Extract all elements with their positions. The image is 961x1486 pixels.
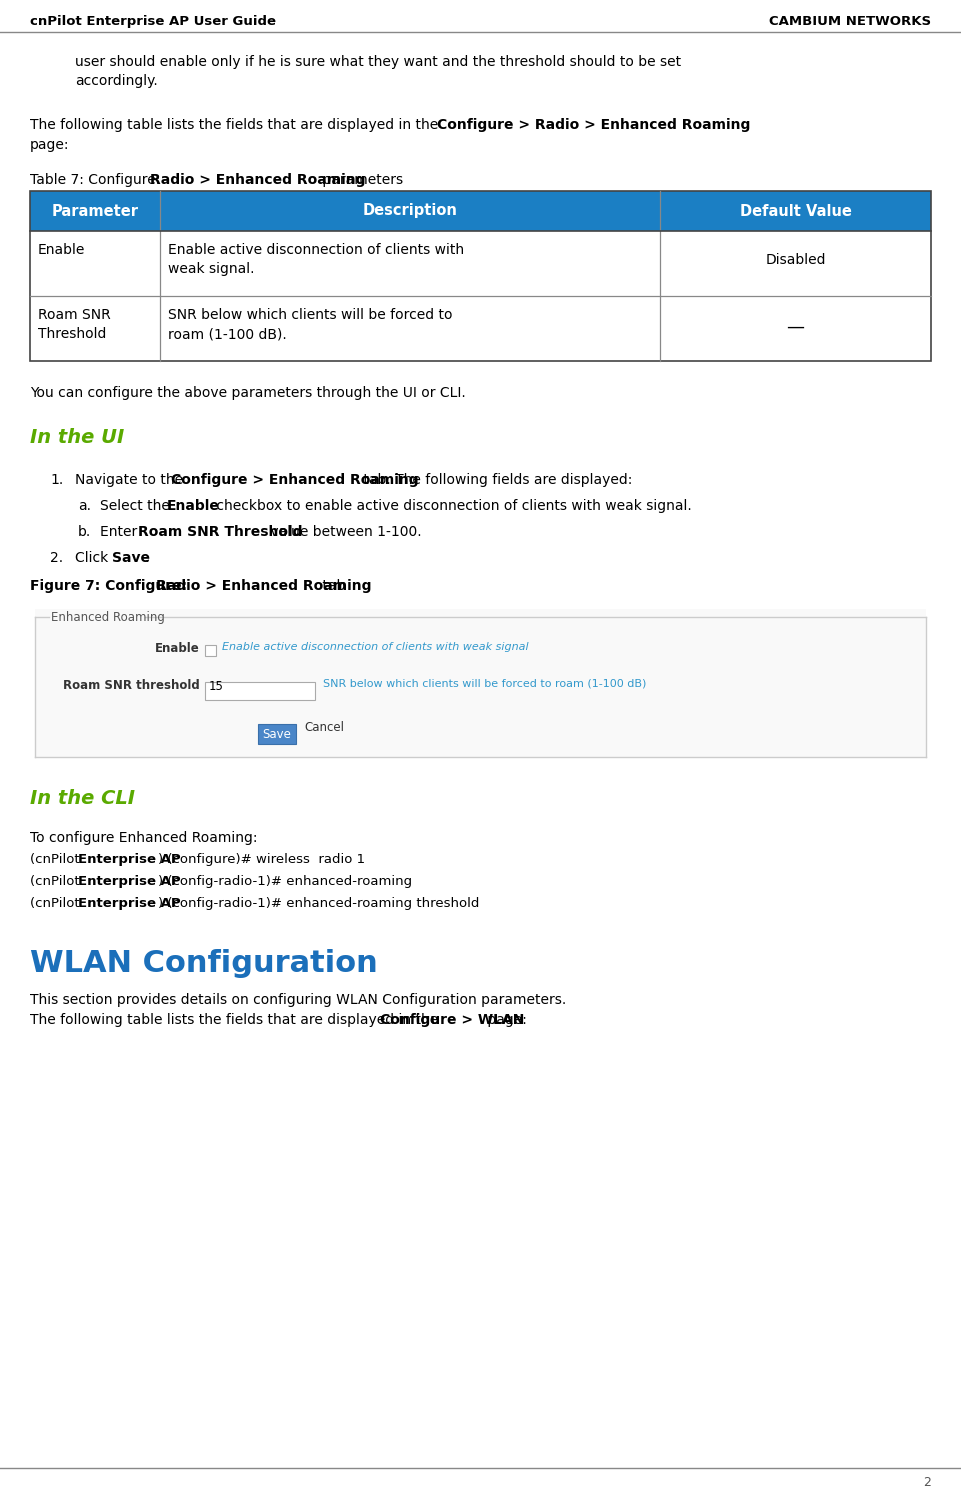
- Bar: [30, 230, 931, 296]
- Text: In the UI: In the UI: [30, 428, 124, 447]
- Text: You can configure the above parameters through the UI or CLI.: You can configure the above parameters t…: [30, 386, 466, 400]
- Text: page:: page:: [483, 1013, 527, 1027]
- Text: user should enable only if he is sure what they want and the threshold should to: user should enable only if he is sure wh…: [75, 55, 681, 68]
- Bar: [205, 682, 315, 700]
- Text: checkbox to enable active disconnection of clients with weak signal.: checkbox to enable active disconnection …: [212, 499, 692, 513]
- Text: Parameter: Parameter: [52, 204, 138, 218]
- Text: Threshold: Threshold: [38, 327, 107, 340]
- Bar: [30, 296, 931, 361]
- Text: .: .: [144, 551, 148, 565]
- Text: Enable active disconnection of clients with weak signal: Enable active disconnection of clients w…: [222, 642, 529, 652]
- Text: a.: a.: [78, 499, 91, 513]
- Text: This section provides details on configuring WLAN Configuration parameters.: This section provides details on configu…: [30, 993, 566, 1008]
- Text: Enhanced Roaming: Enhanced Roaming: [51, 611, 165, 624]
- Text: 1.: 1.: [50, 473, 63, 487]
- Text: The following table lists the fields that are displayed in the: The following table lists the fields tha…: [30, 1013, 443, 1027]
- Text: Select the: Select the: [100, 499, 174, 513]
- Text: weak signal.: weak signal.: [168, 262, 255, 276]
- Text: Enterprise AP: Enterprise AP: [78, 898, 181, 909]
- Text: Configure > Radio > Enhanced Roaming: Configure > Radio > Enhanced Roaming: [437, 117, 751, 132]
- Text: Roam SNR: Roam SNR: [38, 308, 111, 322]
- Text: parameters: parameters: [318, 172, 403, 187]
- Text: Default Value: Default Value: [740, 204, 851, 218]
- Text: Save: Save: [262, 728, 291, 740]
- Text: The following table lists the fields that are displayed in the: The following table lists the fields tha…: [30, 117, 443, 132]
- Text: ) (configure)# wireless  radio 1: ) (configure)# wireless radio 1: [158, 853, 365, 866]
- Text: b.: b.: [78, 525, 91, 539]
- Text: accordingly.: accordingly.: [75, 74, 158, 88]
- Text: (cnPilot: (cnPilot: [30, 853, 84, 866]
- Text: Enable active disconnection of clients with: Enable active disconnection of clients w…: [168, 244, 464, 257]
- Text: Cancel: Cancel: [304, 721, 344, 734]
- Text: —: —: [786, 318, 804, 336]
- Bar: [30, 192, 931, 230]
- Bar: [258, 724, 296, 744]
- Text: Radio > Enhanced Roaming: Radio > Enhanced Roaming: [156, 580, 372, 593]
- Text: Click: Click: [75, 551, 112, 565]
- Text: Enter: Enter: [100, 525, 141, 539]
- Text: Configure > WLAN: Configure > WLAN: [380, 1013, 525, 1027]
- Text: page:: page:: [30, 138, 69, 152]
- Text: (cnPilot: (cnPilot: [30, 898, 84, 909]
- Text: Roam SNR Threshold: Roam SNR Threshold: [138, 525, 303, 539]
- Text: Table 7: Configure:: Table 7: Configure:: [30, 172, 164, 187]
- Text: value between 1-100.: value between 1-100.: [266, 525, 422, 539]
- Text: Enable: Enable: [38, 244, 86, 257]
- Text: To configure Enhanced Roaming:: To configure Enhanced Roaming:: [30, 831, 258, 846]
- Text: Navigate to the: Navigate to the: [75, 473, 187, 487]
- Text: Radio > Enhanced Roaming: Radio > Enhanced Roaming: [150, 172, 365, 187]
- Text: tab: tab: [318, 580, 345, 593]
- Text: roam (1-100 dB).: roam (1-100 dB).: [168, 327, 286, 340]
- Text: ) (config-radio-1)# enhanced-roaming: ) (config-radio-1)# enhanced-roaming: [158, 875, 412, 889]
- Text: Description: Description: [362, 204, 457, 218]
- Bar: [30, 192, 931, 361]
- Text: Save: Save: [112, 551, 150, 565]
- Text: Enterprise AP: Enterprise AP: [78, 853, 181, 866]
- Text: CAMBIUM NETWORKS: CAMBIUM NETWORKS: [769, 15, 931, 28]
- Text: Enable: Enable: [167, 499, 220, 513]
- Text: Enable: Enable: [156, 642, 200, 655]
- Text: In the CLI: In the CLI: [30, 789, 135, 808]
- Text: Enterprise AP: Enterprise AP: [78, 875, 181, 889]
- Text: 15: 15: [209, 681, 224, 692]
- Bar: [205, 645, 216, 655]
- Text: Figure 7: Configure:: Figure 7: Configure:: [30, 580, 192, 593]
- Text: 2: 2: [924, 1476, 931, 1486]
- Text: Disabled: Disabled: [765, 253, 825, 267]
- Text: tab. The following fields are displayed:: tab. The following fields are displayed:: [359, 473, 632, 487]
- Text: Roam SNR threshold: Roam SNR threshold: [63, 679, 200, 692]
- Text: (cnPilot: (cnPilot: [30, 875, 84, 889]
- Text: ) (config-radio-1)# enhanced-roaming threshold: ) (config-radio-1)# enhanced-roaming thr…: [158, 898, 480, 909]
- Text: SNR below which clients will be forced to: SNR below which clients will be forced t…: [168, 308, 453, 322]
- Text: cnPilot Enterprise AP User Guide: cnPilot Enterprise AP User Guide: [30, 15, 276, 28]
- Text: Configure > Enhanced Roaming: Configure > Enhanced Roaming: [171, 473, 419, 487]
- Bar: [35, 609, 926, 756]
- Text: 2.: 2.: [50, 551, 63, 565]
- Text: SNR below which clients will be forced to roam (1-100 dB): SNR below which clients will be forced t…: [323, 679, 647, 690]
- Text: WLAN Configuration: WLAN Configuration: [30, 950, 378, 978]
